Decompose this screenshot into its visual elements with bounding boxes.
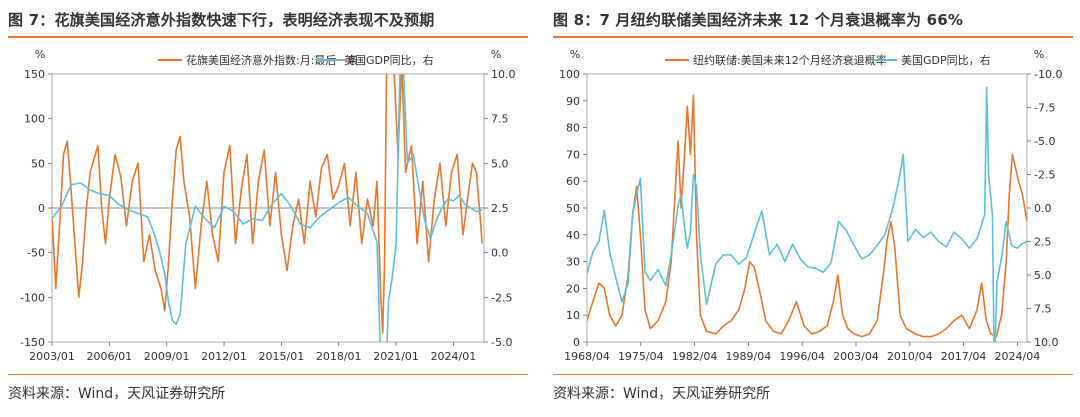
right-tick-label: -5.0 — [491, 336, 512, 349]
x-tick-label: 2017/04 — [941, 350, 987, 363]
left-tick-label: -50 — [27, 247, 45, 260]
chart-panel-right: 图 8：7 月纽约联储美国经济未来 12 个月衰退概率为 66% %% 100 90… — [553, 0, 1073, 417]
source-note: 资料来源：Wind，天风证券研究所 — [8, 386, 226, 402]
right-tick-label: 5.0 — [1034, 269, 1052, 282]
left-axis-unit: % — [570, 48, 580, 61]
right-tick-label: -7.5 — [1034, 102, 1055, 115]
source-rule — [8, 374, 528, 375]
right-tick-label: 5.0 — [491, 157, 509, 170]
source-rule — [553, 374, 1073, 375]
right-tick-label: -2.5 — [1034, 169, 1055, 182]
right-tick-label: 10.0 — [491, 68, 516, 81]
right-tick-label: 10.0 — [1034, 336, 1059, 349]
left-axis-unit: % — [35, 48, 45, 61]
x-tick-label: 1968/04 — [564, 350, 610, 363]
right-axis-unit: % — [491, 48, 501, 61]
right-tick-label: -2.5 — [491, 291, 512, 304]
source-note: 资料来源：Wind，天风证券研究所 — [553, 386, 771, 402]
left-tick-label: 100 — [24, 113, 45, 126]
left-tick-label: 80 — [566, 122, 580, 135]
x-tick-label: 2018/01 — [316, 350, 362, 363]
left-tick-label: 150 — [24, 68, 45, 81]
left-tick-label: 70 — [566, 148, 580, 161]
x-tick-label: 2021/01 — [373, 350, 419, 363]
x-tick-label: 2009/01 — [144, 350, 190, 363]
economic-surprise-chart: % % 150 100 50 0 -50 -100 -150 10.0 7.5 5.0 2.5 0.0 -2… — [20, 48, 516, 363]
right-tick-label: -5.0 — [1034, 135, 1055, 148]
title-rule — [553, 36, 1073, 38]
title-rule — [8, 36, 528, 38]
left-tick-label: 30 — [566, 256, 580, 269]
figure-title: 图 8：7 月纽约联储美国经济未来 12 个月衰退概率为 66% — [553, 11, 964, 29]
left-tick-label: -100 — [20, 291, 45, 304]
chart-panel-left: 图 7：花旗美国经济意外指数快速下行，表明经济表现不及预期 %% 150 100 50… — [8, 0, 528, 417]
left-tick-label: 20 — [566, 282, 580, 295]
x-tick-label: 2024/04 — [995, 350, 1041, 363]
series-line-2 — [52, 74, 483, 342]
recession-probability-chart: % %1009080706050403020100-10.0-7.5-5.0-2.… — [559, 48, 1062, 363]
figure-title: 图 7：花旗美国经济意外指数快速下行，表明经济表现不及预期 — [8, 11, 435, 29]
right-tick-label: -10.0 — [1034, 68, 1062, 81]
right-tick-label: 2.5 — [1034, 236, 1052, 249]
x-tick-label: 2012/01 — [201, 350, 247, 363]
x-tick-label: 2024/01 — [431, 350, 477, 363]
left-tick-label: 40 — [566, 229, 580, 242]
right-tick-label: 7.5 — [491, 113, 509, 126]
plot-frame — [586, 73, 1028, 343]
legend-label: 纽约联储:美国未来12个月经济衰退概率 — [693, 53, 887, 67]
x-tick-label: 1982/04 — [672, 350, 718, 363]
right-tick-label: 0.0 — [1034, 202, 1052, 215]
x-tick-label: 1989/04 — [726, 350, 772, 363]
right-tick-label: 2.5 — [491, 202, 509, 215]
left-tick-label: -150 — [20, 336, 45, 349]
x-tick-label: 2010/04 — [887, 350, 933, 363]
x-tick-label: 2006/01 — [86, 350, 132, 363]
left-tick-label: 10 — [566, 309, 580, 322]
left-tick-label: 50 — [31, 157, 45, 170]
series-line-2 — [587, 86, 1027, 342]
x-tick-label: 2003/04 — [833, 350, 879, 363]
series-line-1 — [587, 94, 1027, 338]
right-tick-label: 0.0 — [491, 247, 509, 260]
left-tick-label: 90 — [566, 95, 580, 108]
left-tick-label: 0 — [573, 336, 580, 349]
x-tick-label: 1975/04 — [618, 350, 664, 363]
legend-label: 美国GDP同比，右 — [901, 53, 991, 67]
left-tick-label: 0 — [38, 202, 45, 215]
x-tick-label: 2003/01 — [29, 350, 75, 363]
left-tick-label: 50 — [566, 202, 580, 215]
right-tick-label: 7.5 — [1034, 303, 1052, 316]
legend-label: 美国GDP同比，右 — [344, 53, 434, 67]
x-tick-label: 1996/04 — [779, 350, 825, 363]
x-tick-label: 2015/01 — [259, 350, 305, 363]
legend-label: 花旗美国经济意外指数:月:最后一条 — [186, 53, 358, 67]
series-line-1 — [52, 74, 483, 334]
left-tick-label: 100 — [559, 68, 580, 81]
right-axis-unit: % — [1034, 48, 1044, 61]
left-tick-label: 60 — [566, 175, 580, 188]
